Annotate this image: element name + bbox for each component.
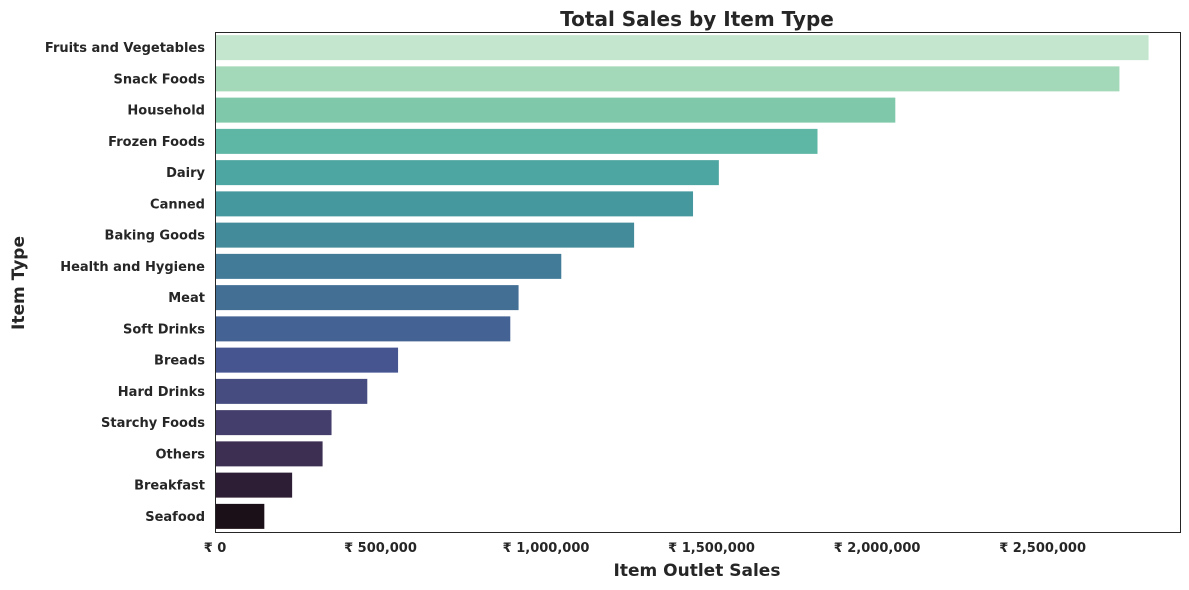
y-tick-label: Fruits and Vegetables — [45, 41, 205, 56]
y-tick-label: Starchy Foods — [101, 416, 205, 431]
bar-breakfast — [215, 472, 293, 498]
bar-seafood — [215, 503, 265, 529]
y-tick-label: Household — [127, 104, 205, 119]
bar-hard-drinks — [215, 378, 368, 404]
bar-snack-foods — [215, 66, 1120, 92]
bars-group — [215, 35, 1149, 529]
y-tick-label: Health and Hygiene — [60, 260, 205, 275]
chart-title: Total Sales by Item Type — [560, 7, 834, 31]
bar-starchy-foods — [215, 410, 332, 436]
plot-frame — [215, 32, 1181, 533]
x-axis-label: Item Outlet Sales — [614, 561, 781, 581]
y-tick-label: Hard Drinks — [118, 385, 205, 400]
y-tick-label: Breads — [154, 354, 205, 369]
y-tick-labels: Fruits and Vegetables Snack Foods Househol… — [45, 41, 206, 525]
bar-frozen-foods — [215, 128, 818, 154]
y-tick-label: Canned — [150, 197, 205, 212]
y-tick-label: Dairy — [166, 166, 205, 181]
bar-canned — [215, 191, 694, 217]
bar-fruits-and-vegetables — [215, 35, 1149, 61]
y-tick-label: Snack Foods — [113, 72, 205, 87]
y-tick-label: Breakfast — [134, 479, 205, 494]
y-tick-label: Others — [156, 447, 206, 462]
y-tick-label: Baking Goods — [105, 229, 206, 244]
y-tick-label: Seafood — [145, 510, 205, 525]
y-tick-label: Meat — [168, 291, 205, 306]
x-tick-label: ₹ 1,500,000 — [668, 541, 755, 556]
bar-breads — [215, 347, 399, 373]
bar-baking-goods — [215, 222, 635, 248]
x-tick-label: ₹ 0 — [204, 541, 227, 556]
bar-meat — [215, 285, 519, 311]
bar-dairy — [215, 160, 719, 186]
bar-soft-drinks — [215, 316, 511, 342]
x-tick-label: ₹ 2,500,000 — [999, 541, 1086, 556]
y-tick-label: Frozen Foods — [108, 135, 205, 150]
x-tick-labels: ₹ 0 ₹ 500,000 ₹ 1,000,000 ₹ 1,500,000 ₹ 2,00… — [204, 541, 1086, 556]
bar-health-and-hygiene — [215, 253, 562, 279]
y-tick-label: Soft Drinks — [123, 322, 205, 337]
y-axis-label: Item Type — [9, 236, 29, 330]
bar-others — [215, 441, 323, 467]
x-tick-label: ₹ 2,000,000 — [834, 541, 921, 556]
x-tick-label: ₹ 500,000 — [344, 541, 417, 556]
x-tick-label: ₹ 1,000,000 — [503, 541, 590, 556]
bar-household — [215, 97, 896, 123]
